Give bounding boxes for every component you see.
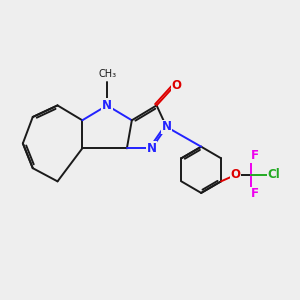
Text: O: O bbox=[171, 79, 182, 92]
Text: N: N bbox=[102, 99, 112, 112]
Text: O: O bbox=[231, 168, 241, 181]
Text: F: F bbox=[251, 187, 259, 200]
Text: N: N bbox=[161, 120, 172, 134]
Text: N: N bbox=[147, 142, 157, 155]
Text: F: F bbox=[251, 149, 259, 162]
Text: CH₃: CH₃ bbox=[98, 69, 116, 79]
Text: Cl: Cl bbox=[268, 168, 280, 181]
